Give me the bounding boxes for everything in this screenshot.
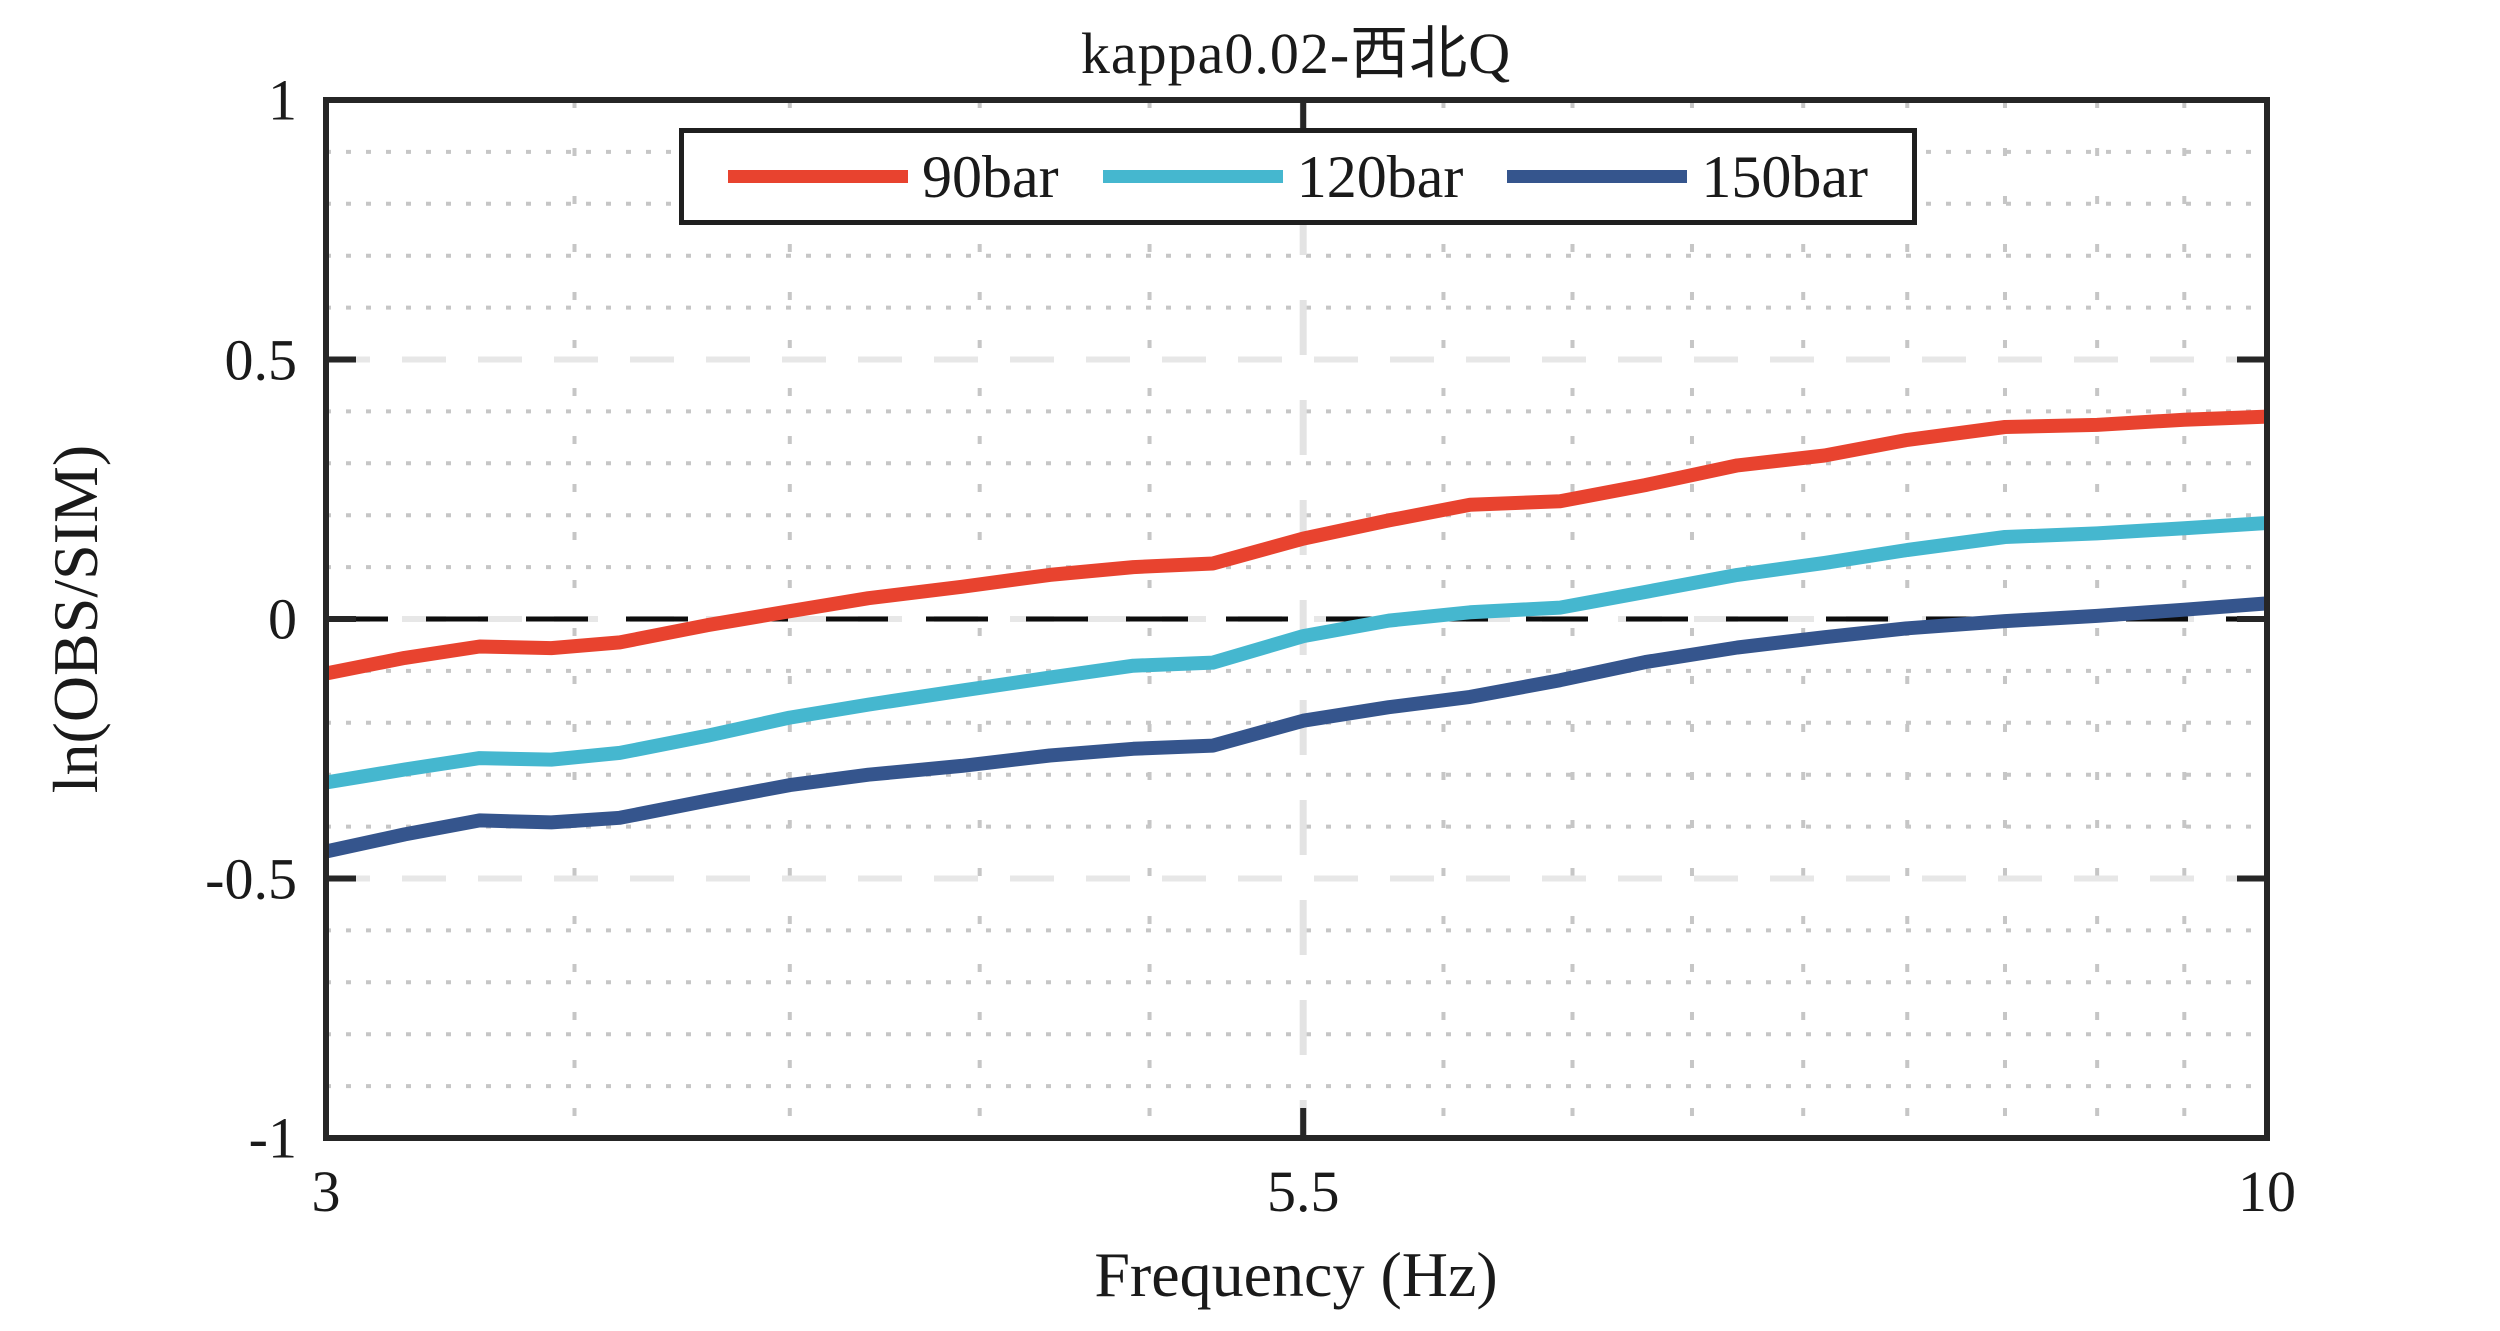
- x-axis-label: Frequency (Hz): [1094, 1239, 1498, 1310]
- legend-item-120bar: 120bar: [1102, 143, 1464, 210]
- y-tick-label-neg0p5: -0.5: [205, 846, 297, 911]
- x-tick-label-3: 3: [311, 1159, 341, 1224]
- legend-label-120bar: 120bar: [1296, 143, 1464, 210]
- legend-label-150bar: 150bar: [1701, 143, 1868, 210]
- y-tick-label-0: 0: [268, 586, 297, 652]
- x-tick-label-10: 10: [2238, 1159, 2296, 1224]
- legend: 90bar 120bar 150bar: [679, 128, 1917, 225]
- legend-line-swatch-120bar: [1102, 170, 1283, 183]
- legend-line-swatch-150bar: [1507, 170, 1688, 183]
- legend-item-150bar: 150bar: [1507, 147, 1868, 207]
- y-tick-label-1: 1: [268, 67, 297, 133]
- y-tick-label-neg1: -1: [248, 1105, 297, 1171]
- y-tick-label-0p5: 0.5: [224, 327, 298, 392]
- y-axis-label: ln(OBS/SIM): [40, 444, 111, 794]
- x-tick-label-5p5: 5.5: [1266, 1159, 1340, 1224]
- legend-line-swatch-90bar: [728, 170, 909, 183]
- legend-label-90bar: 90bar: [922, 143, 1059, 210]
- chart-title: kappa0.02-西北Q: [1080, 21, 1512, 86]
- legend-item-90bar: 90bar: [728, 147, 1059, 207]
